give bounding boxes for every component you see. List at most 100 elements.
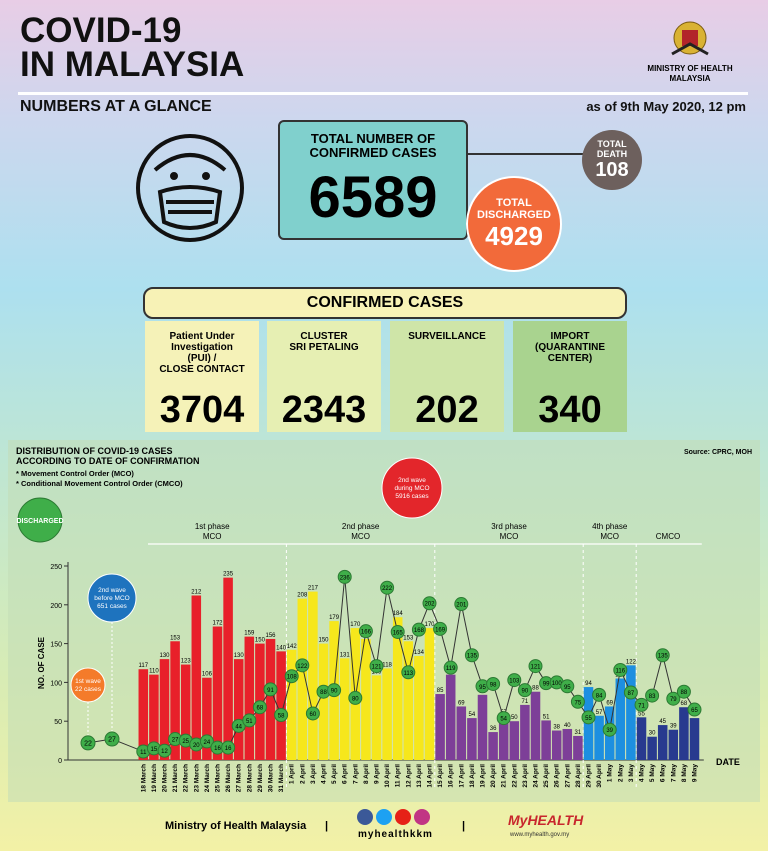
discharged-point	[507, 673, 522, 688]
bar	[520, 704, 530, 760]
brand-url: www.myhealth.gov.my	[510, 832, 570, 838]
x-tick-label: 7 April	[352, 764, 359, 784]
point-label: 24	[204, 740, 211, 746]
discharged-point	[390, 624, 405, 639]
emblem	[671, 21, 709, 56]
discharged-point	[560, 679, 575, 694]
label-line: (QUARANTINE	[535, 342, 605, 353]
bar	[212, 626, 223, 760]
bar	[647, 736, 657, 760]
bar-label: 153	[170, 635, 181, 641]
point-label: 91	[267, 688, 274, 694]
label-line: CLUSTER	[300, 331, 348, 342]
point-label: 103	[509, 679, 520, 685]
bar-label: 69	[458, 700, 465, 706]
point-label: 165	[393, 630, 404, 636]
breakdown-label: Patient Under Investigation (PUI) / CLOSE C…	[145, 321, 259, 389]
phase-label: 2nd phase	[342, 522, 380, 531]
discharged-point	[443, 660, 458, 675]
wave-label: before MCO	[94, 595, 129, 602]
point-label: 135	[658, 654, 669, 660]
discharged-point	[369, 659, 384, 674]
label-line: SRI PETALING	[289, 342, 359, 353]
bar-label: 212	[191, 589, 202, 595]
bar-label: 31	[575, 730, 582, 736]
label-line: CONFIRMED CASES	[309, 145, 437, 160]
x-tick-label: 1 May	[607, 764, 614, 782]
x-tick-label: 5 April	[331, 764, 338, 784]
point-label: 100	[552, 681, 563, 687]
title: COVID-19 IN MALAYSIA	[20, 13, 244, 82]
discharged-point	[486, 676, 501, 691]
x-tick-label: 26 March	[225, 764, 232, 792]
discharged-point	[199, 734, 214, 749]
bar	[456, 706, 467, 760]
bar-label: 85	[437, 688, 444, 694]
point-label: 22	[84, 740, 92, 747]
brand: MyHEALTH	[508, 812, 584, 828]
bar	[297, 598, 308, 760]
label-line: TOTAL	[496, 197, 532, 209]
discharged-point	[623, 685, 638, 700]
bar-label: 51	[543, 714, 550, 720]
point-label: 84	[596, 693, 603, 699]
breakdown-value: 3704	[159, 389, 245, 431]
bar	[191, 595, 202, 760]
x-tick-label: 23 April	[522, 764, 529, 788]
phase-label: 3rd phase	[491, 522, 527, 531]
bar-label: 170	[350, 622, 361, 628]
bar	[318, 643, 329, 760]
point-label: 25	[182, 739, 189, 745]
point-label: 11	[140, 750, 147, 756]
point-label: 83	[649, 694, 656, 700]
x-tick-label: 9 May	[692, 764, 699, 782]
bar-label: 45	[659, 719, 666, 725]
y-tick-label: 50	[54, 719, 62, 726]
bar-label: 69	[606, 700, 613, 706]
point-label: 16	[225, 746, 232, 752]
discharged-point	[221, 740, 236, 755]
phase-label: MCO	[351, 532, 370, 541]
bar	[149, 674, 159, 760]
point-label: 113	[404, 671, 414, 677]
x-tick-label: 1 April	[289, 764, 296, 784]
bar-label: 106	[202, 672, 213, 678]
point-label: 27	[172, 738, 179, 744]
point-label: 121	[371, 665, 382, 671]
x-tick-label: 2 May	[617, 764, 624, 782]
x-tick-label: 11 April	[395, 764, 402, 787]
bar-label: 38	[553, 725, 560, 731]
discharged-point	[634, 697, 649, 712]
x-tick-label: 30 March	[268, 764, 275, 792]
discharged-point	[80, 735, 96, 751]
x-tick-label: 23 March	[193, 764, 200, 792]
x-tick-label: 4 May	[639, 764, 646, 782]
wave-label: during MCO	[394, 485, 429, 492]
bar	[202, 677, 212, 760]
discharged-point	[528, 659, 543, 674]
x-tick-label: 4 April	[321, 764, 328, 784]
y-tick-label: 100	[50, 680, 62, 687]
x-tick-label: 27 April	[564, 764, 571, 788]
x-tick-label: 21 April	[501, 764, 508, 788]
bar	[530, 691, 541, 760]
bar-label: 57	[596, 710, 603, 716]
x-tick-label: 25 April	[543, 764, 550, 788]
x-tick-label: 27 March	[236, 764, 243, 792]
x-tick-label: 13 April	[416, 764, 423, 788]
bar	[180, 664, 191, 760]
point-label: 122	[297, 664, 308, 670]
bar	[424, 628, 435, 760]
bar-label: 140	[276, 645, 287, 651]
point-label: 236	[340, 575, 351, 581]
x-tick-label: 24 April	[533, 764, 540, 788]
wave-label: 2nd wave	[398, 477, 426, 484]
discharged-point	[327, 683, 342, 698]
point-label: 116	[616, 668, 626, 674]
footer-ministry: Ministry of Health Malaysia	[165, 820, 307, 832]
bar	[392, 617, 403, 760]
x-tick-label: 18 March	[140, 764, 147, 792]
x-tick-label: 26 April	[554, 764, 561, 788]
discharged-point	[422, 596, 437, 611]
discharged-point	[454, 597, 469, 612]
